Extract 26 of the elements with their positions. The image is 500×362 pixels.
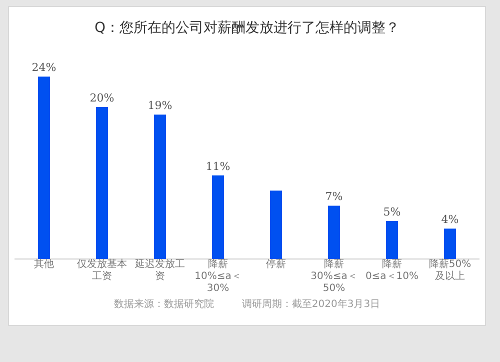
bar	[96, 107, 108, 259]
bar	[444, 228, 456, 259]
x-tick-label: 仅发放基本工资	[76, 259, 128, 283]
data-label: 20%	[90, 91, 114, 104]
bar	[154, 114, 166, 259]
x-tick-label: 停薪	[265, 259, 287, 271]
bar	[270, 190, 282, 259]
chart-title: Q：您所在的公司对薪酬发放进行了怎样的调整？	[93, 19, 401, 37]
x-tick-label: 降薪 10%≤a＜30%	[194, 259, 242, 295]
bar	[328, 206, 340, 259]
data-label: 24%	[32, 60, 56, 74]
bar	[212, 175, 224, 259]
data-label: 5%	[383, 205, 401, 218]
data-label: 19%	[148, 98, 172, 112]
bar	[38, 76, 50, 259]
bar	[386, 221, 398, 259]
text: 调研周期：截至2020年3月3日	[242, 299, 380, 310]
x-tick-label: 降薪50% 及以上	[428, 259, 472, 283]
x-tick-label: 降薪 30%≤a＜50%	[310, 259, 358, 295]
data-label: 7%	[325, 190, 343, 204]
x-tick-label: 其他	[33, 259, 55, 271]
data-label: 4%	[441, 212, 459, 226]
x-tick-label: 延迟发放工资	[134, 259, 186, 283]
x-tick-label: 降薪 0≤a＜10%	[364, 259, 420, 283]
data-label: 11%	[206, 160, 230, 173]
source-note: 数据来源：数据研究院	[114, 299, 214, 310]
